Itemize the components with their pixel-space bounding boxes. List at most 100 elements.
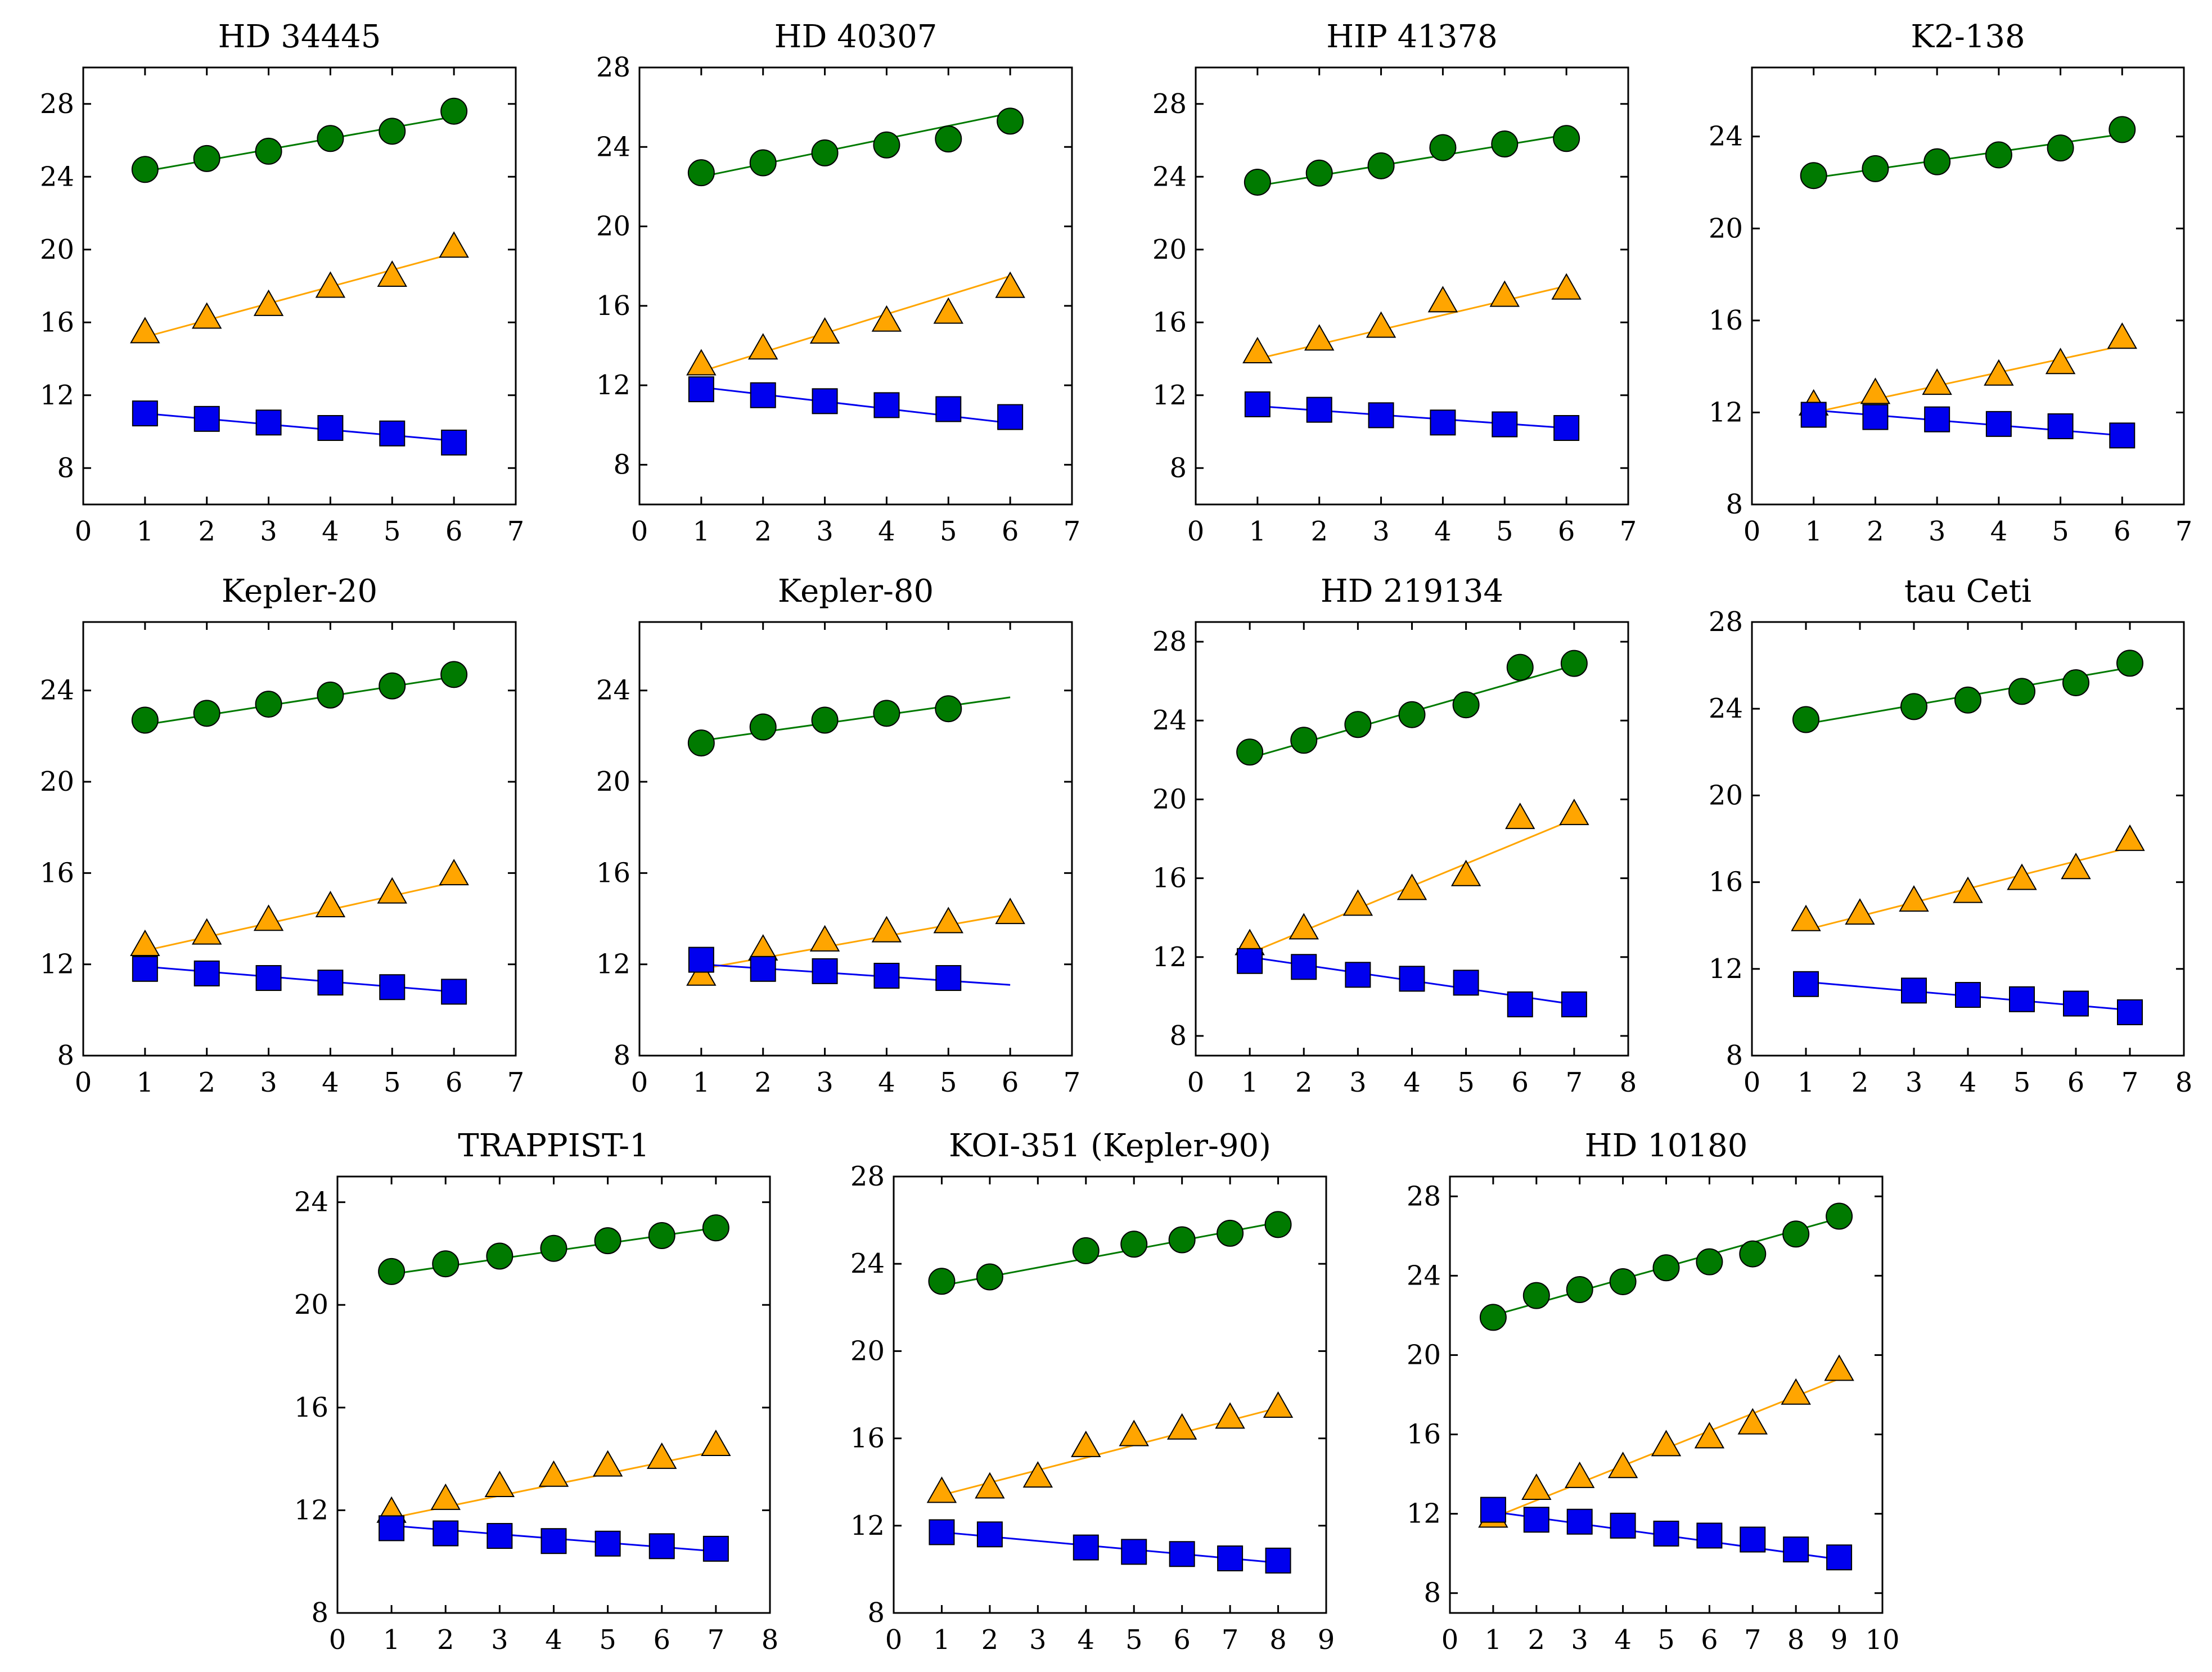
marker-blue-square	[1265, 1547, 1291, 1574]
panel-title: K2-138	[1911, 19, 2025, 55]
marker-blue-square	[379, 420, 406, 447]
x-tick-label: 7	[507, 1067, 525, 1098]
marker-orange-triangle	[647, 1442, 677, 1469]
plot-frame	[82, 66, 517, 506]
marker-green-circle	[378, 1258, 406, 1285]
x-tick-label: 5	[2013, 1067, 2031, 1098]
marker-green-circle	[2062, 669, 2089, 696]
x-tick-label: 4	[1614, 1624, 1632, 1656]
x-tick-label: 1	[693, 1067, 710, 1098]
x-tick-label: 7	[1566, 1067, 1583, 1098]
marker-orange-triangle	[1396, 873, 1427, 900]
marker-blue-square	[441, 429, 467, 456]
x-tick-label: 1	[1241, 1067, 1259, 1098]
marker-blue-square	[702, 1535, 729, 1562]
marker-green-circle	[935, 695, 962, 723]
fit-line-blue	[701, 386, 1011, 424]
marker-blue-square	[873, 392, 900, 418]
x-tick-label: 2	[1528, 1624, 1546, 1656]
marker-blue-square	[1783, 1536, 1809, 1563]
marker-blue-square	[1610, 1512, 1636, 1539]
plot-frame	[1449, 1175, 1884, 1614]
y-tick-label: 12	[40, 949, 74, 980]
marker-green-circle	[1652, 1254, 1680, 1282]
marker-blue-square	[486, 1523, 513, 1549]
marker-orange-triangle	[1953, 876, 1983, 903]
marker-green-circle	[1344, 711, 1372, 738]
marker-blue-square	[255, 409, 282, 436]
x-tick-label: 7	[1064, 1067, 1081, 1098]
x-tick-label: 3	[816, 1067, 834, 1098]
x-tick-label: 2	[1295, 1067, 1313, 1098]
marker-blue-square	[317, 415, 344, 441]
y-tick-label: 28	[596, 52, 630, 83]
marker-orange-triangle	[747, 333, 778, 360]
fit-line-orange	[701, 275, 1011, 372]
marker-blue-square	[132, 400, 158, 427]
marker-green-circle	[1800, 162, 1827, 190]
marker-green-circle	[935, 125, 962, 153]
fit-line-orange	[145, 252, 454, 338]
fit-line-blue	[701, 963, 1011, 986]
marker-blue-square	[1901, 977, 1927, 1004]
x-tick-label: 5	[1125, 1624, 1143, 1656]
fit-line-green	[145, 115, 454, 173]
x-tick-label: 3	[1349, 1067, 1367, 1098]
y-tick-label: 8	[1169, 1020, 1187, 1052]
marker-orange-triangle	[1737, 1408, 1768, 1435]
x-tick-label: 5	[384, 516, 401, 547]
marker-green-circle	[1782, 1220, 1810, 1248]
y-tick-label: 16	[1709, 305, 1743, 336]
marker-blue-square	[1523, 1507, 1549, 1533]
marker-blue-square	[1507, 991, 1533, 1017]
marker-blue-square	[1800, 402, 1827, 428]
fit-line-orange	[1813, 345, 2123, 413]
y-tick-label: 12	[1709, 396, 1743, 428]
x-tick-label: 3	[1372, 516, 1390, 547]
x-tick-label: 4	[878, 516, 895, 547]
marker-orange-triangle	[1505, 803, 1535, 830]
x-tick-label: 8	[1269, 1624, 1287, 1656]
marker-blue-square	[1244, 391, 1271, 417]
x-tick-label: 5	[2052, 516, 2069, 547]
fit-line-orange	[145, 881, 454, 952]
y-tick-label: 12	[1152, 380, 1187, 411]
marker-orange-triangle	[484, 1471, 515, 1498]
x-tick-label: 7	[2121, 1067, 2139, 1098]
marker-blue-square	[1480, 1497, 1506, 1523]
x-tick-label: 4	[545, 1624, 562, 1656]
panel-title: Kepler-20	[222, 573, 377, 610]
marker-green-circle	[440, 661, 468, 688]
marker-green-circle	[1491, 130, 1519, 157]
plot-frame	[1195, 66, 1629, 506]
marker-blue-square	[648, 1533, 675, 1560]
marker-orange-triangle	[809, 317, 840, 344]
marker-blue-square	[594, 1530, 621, 1557]
marker-blue-square	[1696, 1522, 1723, 1549]
marker-orange-triangle	[1215, 1402, 1245, 1429]
marker-orange-triangle	[871, 305, 902, 332]
y-tick-label: 28	[1407, 1180, 1441, 1212]
marker-green-circle	[1900, 693, 1927, 720]
marker-blue-square	[1862, 404, 1889, 430]
x-tick-label: 3	[816, 516, 834, 547]
marker-green-circle	[486, 1242, 513, 1270]
marker-green-circle	[540, 1234, 567, 1262]
marker-green-circle	[1236, 738, 1264, 766]
marker-orange-triangle	[1071, 1430, 1101, 1457]
x-tick-label: 3	[1905, 1067, 1923, 1098]
x-tick-label: 3	[491, 1624, 508, 1656]
marker-green-circle	[928, 1268, 956, 1295]
marker-blue-square	[1430, 409, 1456, 436]
x-tick-label: 8	[1787, 1624, 1805, 1656]
marker-orange-triangle	[315, 890, 346, 917]
x-tick-label: 6	[653, 1624, 670, 1656]
marker-green-circle	[1553, 125, 1580, 152]
y-tick-label: 24	[1709, 693, 1743, 724]
marker-green-circle	[1609, 1268, 1637, 1295]
y-tick-label: 12	[1152, 941, 1187, 973]
marker-orange-triangle	[315, 271, 346, 298]
